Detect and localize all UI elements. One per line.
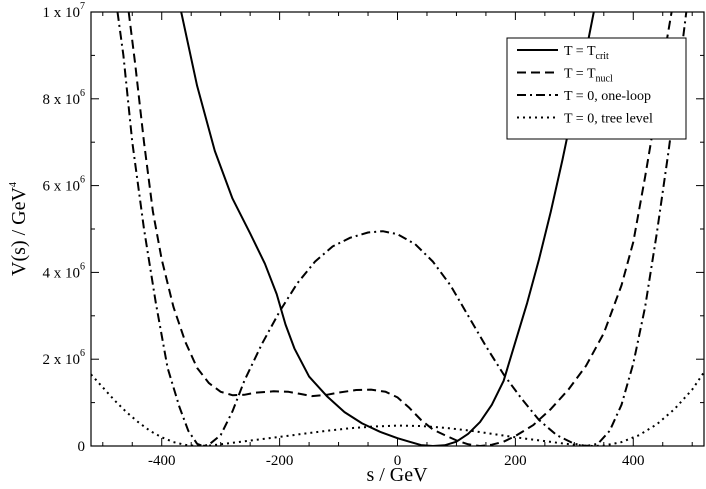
legend-label: T = Tcrit xyxy=(564,44,609,62)
y-axis: 0 2 x 106 4 x 106 6 x 106 8 x 106 1 x 107 xyxy=(43,1,704,455)
series-line-dotted xyxy=(91,371,704,446)
legend-label: T = 0, tree level xyxy=(564,112,653,127)
x-tick-label: 200 xyxy=(504,453,527,469)
series-lines xyxy=(91,12,704,446)
legend-label: T = Tnucl xyxy=(564,67,613,85)
x-axis: -400 -200 0 200 400 xyxy=(102,12,693,469)
y-tick-label: 8 x 106 xyxy=(43,88,86,108)
x-tick-label: 400 xyxy=(622,453,645,469)
y-axis-label: V(s) / GeV4 xyxy=(8,182,30,276)
y-tick-label: 4 x 106 xyxy=(43,261,86,281)
series-line-dashdot xyxy=(116,12,688,446)
series-line-dashed xyxy=(127,12,673,446)
y-tick-label: 0 xyxy=(78,439,86,455)
y-tick-label: 2 x 106 xyxy=(43,348,86,368)
series-line-solid xyxy=(180,12,595,446)
x-tick-label: -400 xyxy=(148,453,176,469)
x-tick-label: 0 xyxy=(394,453,402,469)
x-axis-label: s / GeV xyxy=(366,464,428,486)
legend-label: T = 0, one-loop xyxy=(564,89,651,104)
legend-box xyxy=(506,37,687,140)
x-tick-label: -200 xyxy=(266,453,294,469)
legend: T = Tcrit T = Tnucl T = 0, one-loop T = 0, … xyxy=(506,37,687,140)
y-tick-label: 6 x 106 xyxy=(43,175,86,195)
y-tick-label: 1 x 107 xyxy=(43,1,86,21)
